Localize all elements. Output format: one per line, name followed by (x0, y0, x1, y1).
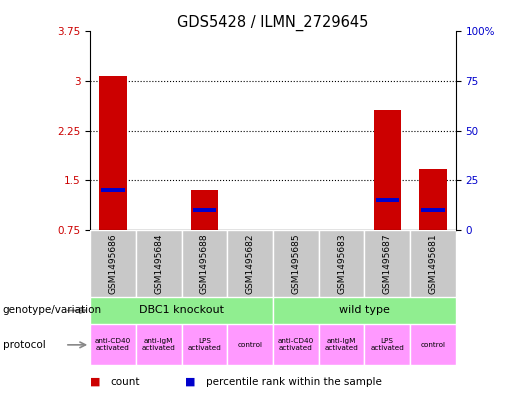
Bar (101, 188, 125, 192)
Text: anti-IgM
activated: anti-IgM activated (324, 338, 358, 351)
Bar (319, 230, 365, 297)
Text: control: control (420, 342, 445, 348)
Text: GSM1495681: GSM1495681 (428, 233, 437, 294)
Text: percentile rank within the sample: percentile rank within the sample (206, 377, 382, 387)
Bar (273, 324, 319, 365)
Text: anti-IgM
activated: anti-IgM activated (142, 338, 176, 351)
Bar (136, 230, 182, 297)
Bar (421, 208, 444, 212)
Bar (410, 324, 456, 365)
Text: GSM1495683: GSM1495683 (337, 233, 346, 294)
Text: protocol: protocol (3, 340, 45, 350)
Text: GSM1495687: GSM1495687 (383, 233, 392, 294)
Text: control: control (237, 342, 263, 348)
Text: anti-CD40
activated: anti-CD40 activated (95, 338, 131, 351)
Bar (375, 198, 399, 202)
Text: LPS
activated: LPS activated (187, 338, 221, 351)
Bar (99, 76, 127, 230)
Text: ■: ■ (90, 377, 100, 387)
Bar (181, 230, 227, 297)
Bar (191, 190, 218, 230)
Text: GSM1495682: GSM1495682 (246, 233, 254, 294)
Text: count: count (111, 377, 140, 387)
Bar (90, 297, 273, 324)
Text: anti-CD40
activated: anti-CD40 activated (278, 338, 314, 351)
Text: GSM1495688: GSM1495688 (200, 233, 209, 294)
Text: LPS
activated: LPS activated (370, 338, 404, 351)
Bar (373, 110, 401, 230)
Bar (90, 324, 136, 365)
Bar (193, 208, 216, 212)
Text: genotype/variation: genotype/variation (3, 305, 101, 316)
Bar (227, 230, 273, 297)
Text: GSM1495686: GSM1495686 (109, 233, 117, 294)
Bar (364, 324, 410, 365)
Bar (90, 230, 136, 297)
Title: GDS5428 / ILMN_2729645: GDS5428 / ILMN_2729645 (177, 15, 369, 31)
Text: GSM1495685: GSM1495685 (291, 233, 300, 294)
Bar (410, 230, 456, 297)
Bar (419, 169, 447, 230)
Bar (136, 324, 182, 365)
Text: GSM1495684: GSM1495684 (154, 233, 163, 294)
Bar (227, 324, 273, 365)
Bar (181, 324, 227, 365)
Text: ■: ■ (185, 377, 196, 387)
Text: DBC1 knockout: DBC1 knockout (139, 305, 224, 316)
Text: wild type: wild type (339, 305, 390, 316)
Bar (364, 230, 410, 297)
Bar (273, 230, 319, 297)
Bar (273, 297, 456, 324)
Bar (319, 324, 365, 365)
